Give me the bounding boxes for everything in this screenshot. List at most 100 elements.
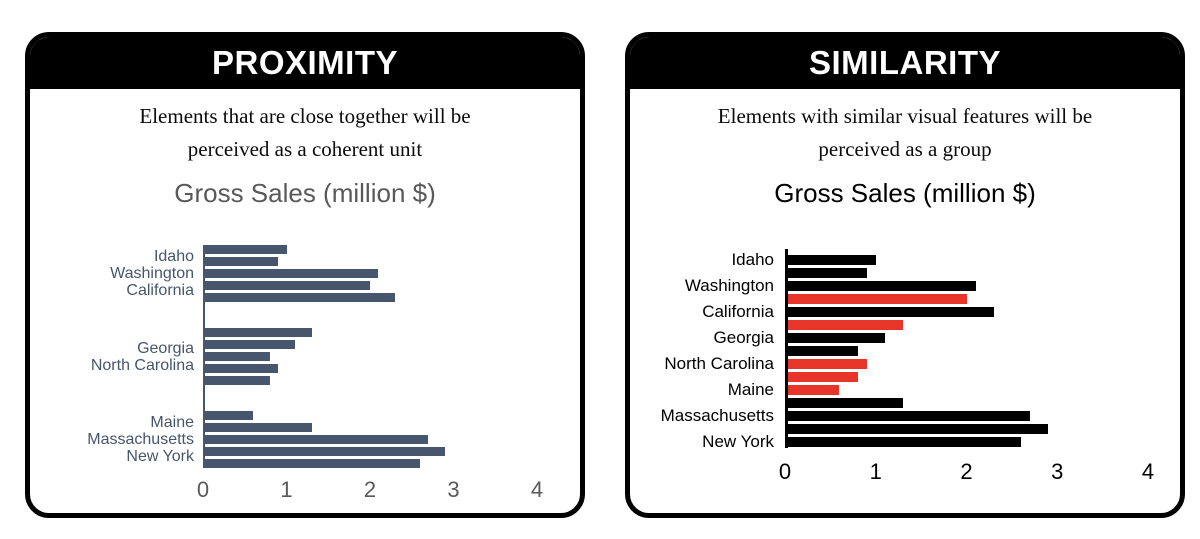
bar [785,267,867,278]
category-label: Massachusetts [660,406,774,425]
bar [203,340,295,349]
bar [203,376,270,385]
bar-row [630,396,1148,409]
category-label: Idaho [731,250,774,269]
bar [203,293,396,302]
proximity-description: Elements that are close together will be… [38,100,572,166]
proximity-x-axis: 0 1 2 3 4 [197,477,543,502]
similarity-description: Elements with similar visual features wi… [638,100,1172,166]
proximity-chart-groups: Idaho Washington California Georgia North Ca… [30,245,537,468]
bar-group: Georgia North Carolina [30,328,537,385]
bar [785,436,1021,447]
category-label: Washington [684,276,774,295]
similarity-panel: SIMILARITY Elements with similar visual … [625,32,1185,518]
bar-track [785,267,1148,278]
bar-row [630,370,1148,383]
bar [785,397,903,408]
bar [785,332,885,343]
x-tick-label: 4 [530,477,544,502]
similarity-chart-title: Gross Sales (million $) [774,178,1036,208]
proximity-chart-title: Gross Sales (million $) [174,178,436,208]
bar-track [785,254,1148,265]
category-label: Massachusetts [87,431,194,448]
bar-row: New York [630,432,1148,451]
bar [203,459,421,468]
bar-stack [203,411,537,468]
description-line: perceived as a group [818,137,992,161]
category-label: Idaho [153,248,194,265]
bar-stack [203,328,537,385]
bar-row [630,292,1148,305]
x-tick-label: 0 [196,477,210,502]
category-label: California [126,282,194,299]
category-label: Washington [110,265,194,282]
bar-track [785,436,1148,447]
bar [203,411,254,420]
bar-track [785,280,1148,291]
similarity-x-axis: 0 1 2 3 4 [779,459,1154,484]
bar-track [785,384,1148,395]
category-label: Maine [150,414,194,431]
bar [785,384,840,395]
similarity-header: SIMILARITY [630,37,1180,89]
x-tick-label: 3 [1051,459,1064,484]
x-tick-label: 1 [869,459,882,484]
bar-track [785,319,1148,330]
bar-track [785,423,1148,434]
similarity-header-label: SIMILARITY [809,44,1001,81]
category-label: California [702,302,774,321]
bar-track [785,306,1148,317]
bar [203,447,446,456]
bar-row: California [630,302,1148,321]
description-line: Elements with similar visual features wi… [717,104,1093,128]
proximity-panel: PROXIMITY Elements that are close togeth… [25,32,585,518]
y-axis-line [203,245,205,468]
bar-row: Maine [630,380,1148,399]
x-tick-label: 0 [778,459,792,484]
bar [203,281,370,290]
bar [203,423,312,432]
bar [785,293,967,304]
category-label: New York [702,432,774,451]
x-tick-label: 1 [280,477,293,502]
category-label: Georgia [137,339,194,357]
bar [785,306,994,317]
x-tick-label: 3 [447,477,460,502]
bar [203,352,270,361]
bar [785,371,858,382]
bar [203,245,287,254]
category-label-stack: Maine Massachusetts New York [30,411,203,468]
category-label: Maine [727,380,774,399]
bar-row: Georgia [630,329,1148,346]
bar-row [630,318,1148,331]
y-axis-line [785,249,788,448]
bar [785,254,876,265]
bar-stack [203,245,537,302]
bar-row [630,344,1148,357]
bar-track [785,410,1148,421]
category-label-stack: Idaho Washington California [30,245,203,302]
bar [203,328,312,337]
bar [203,435,429,444]
similarity-chart-rows: Idaho Washington California Georgia North Ca… [630,249,1148,451]
proximity-chart: Idaho Washington California Georgia North Ca… [30,245,543,502]
bar-row [630,422,1148,435]
x-tick-label: 2 [960,459,973,484]
x-tick-label: 4 [1141,459,1155,484]
bar [785,319,903,330]
bar [785,345,858,356]
similarity-chart: Idaho Washington California Georgia North Ca… [630,249,1154,484]
bar-track [785,371,1148,382]
description-line: Elements that are close together will be [139,104,471,128]
proximity-header: PROXIMITY [30,37,580,89]
bar [203,269,379,278]
category-label: North Carolina [90,356,194,374]
bar-row: Idaho [630,250,1148,269]
proximity-header-label: PROXIMITY [211,44,399,81]
bar [785,423,1049,434]
bar-group: Idaho Washington California [30,245,537,302]
bar [785,280,976,291]
description-line: perceived as a coherent unit [187,137,423,161]
category-label: North Carolina [664,354,774,373]
bar-track [785,345,1148,356]
